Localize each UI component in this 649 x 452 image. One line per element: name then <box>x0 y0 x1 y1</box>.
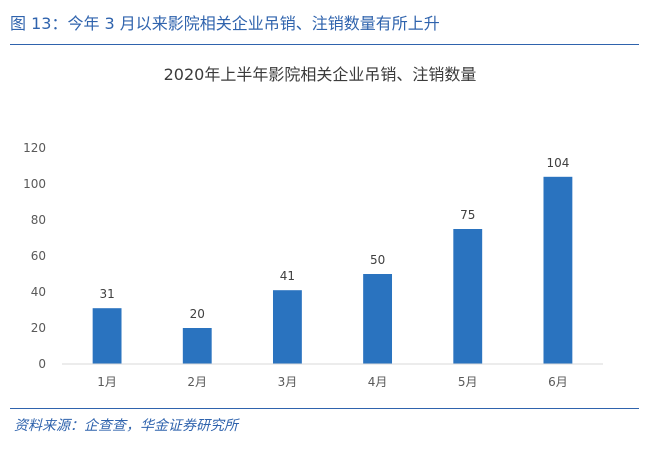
chart-panel: 2020年上半年影院相关企业吊销、注销数量 0 20 40 60 80 100 120 31… <box>0 48 649 400</box>
data-label: 41 <box>280 269 295 283</box>
bar <box>363 274 393 364</box>
data-label: 104 <box>546 156 569 170</box>
figure-title: 图 13：今年 3 月以来影院相关企业吊销、注销数量有所上升 <box>10 14 440 33</box>
chart-title: 2020年上半年影院相关企业吊销、注销数量 <box>164 65 477 84</box>
data-label: 50 <box>370 253 385 267</box>
bar <box>182 328 212 364</box>
source-divider <box>10 408 639 409</box>
x-tick-label: 1月 <box>97 375 117 389</box>
y-tick-label: 0 <box>38 357 46 371</box>
y-tick-label: 60 <box>31 249 46 263</box>
data-label: 31 <box>99 287 114 301</box>
y-tick-label: 80 <box>31 213 46 227</box>
bar <box>92 308 122 364</box>
bar <box>272 290 302 364</box>
title-divider <box>10 44 639 45</box>
x-tick-label: 5月 <box>458 375 478 389</box>
x-tick-label: 3月 <box>278 375 298 389</box>
x-tick-label: 6月 <box>548 375 568 389</box>
data-label: 75 <box>460 208 475 222</box>
source-note: 资料来源：企查查，华金证券研究所 <box>14 418 238 434</box>
y-axis-ticks: 0 20 40 60 80 100 120 <box>23 141 46 371</box>
bar-chart: 2020年上半年影院相关企业吊销、注销数量 0 20 40 60 80 100 120 31… <box>23 65 603 389</box>
y-tick-label: 20 <box>31 321 46 335</box>
bar-series <box>92 176 573 364</box>
y-tick-label: 100 <box>23 177 46 191</box>
bar <box>543 176 573 364</box>
data-labels: 31 20 41 50 75 104 <box>99 156 569 321</box>
data-label: 20 <box>190 307 205 321</box>
x-axis-ticks: 1月 2月 3月 4月 5月 6月 <box>97 375 567 389</box>
x-tick-label: 4月 <box>368 375 388 389</box>
y-tick-label: 40 <box>31 285 46 299</box>
y-tick-label: 120 <box>23 141 46 155</box>
x-tick-label: 2月 <box>187 375 207 389</box>
bar <box>453 229 483 364</box>
